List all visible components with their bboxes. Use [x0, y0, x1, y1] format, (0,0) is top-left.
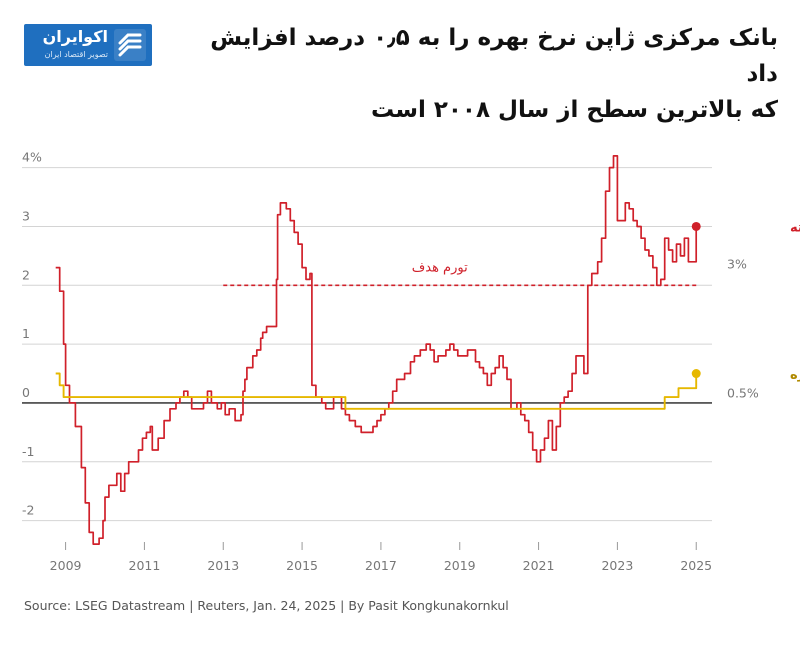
interest-rate-line — [55, 372, 698, 410]
y-tick-label: -1 — [22, 444, 34, 459]
series-labels: تورم هسته 3% نرخ بهره 0.5% — [691, 220, 800, 401]
core-inflation-value-label: 3% — [727, 256, 747, 271]
brand-tagline: تصویر اقتصاد ایران — [44, 50, 108, 59]
x-tick-label: 2023 — [601, 558, 633, 573]
core-inflation-line — [55, 155, 698, 545]
x-tick-label: 2019 — [444, 558, 476, 573]
title-line-2: که بالاترین سطح از سال ۲۰۰۸ است — [371, 97, 778, 123]
source-note: Source: LSEG Datastream | Reuters, Jan. … — [24, 598, 509, 613]
brand-mark-icon — [114, 29, 146, 61]
x-tick-label: 2017 — [365, 558, 397, 573]
x-tick-label: 2013 — [207, 558, 239, 573]
y-axis: 4% 3 2 1 0 -1 -2 — [22, 150, 42, 518]
chart-title: بانک مرکزی ژاپن نرخ بهره را به ۰٫۵ درصد … — [178, 20, 778, 128]
y-tick-label: 2 — [22, 267, 30, 282]
core-inflation-end-dot — [691, 221, 701, 231]
target-line: تورم هدف — [223, 260, 697, 287]
title-line-1: بانک مرکزی ژاپن نرخ بهره را به ۰٫۵ درصد … — [210, 25, 778, 87]
x-tick-label: 2011 — [129, 558, 161, 573]
x-tick-label: 2025 — [680, 558, 712, 573]
brand-logo: اکوایران تصویر اقتصاد ایران — [24, 24, 152, 66]
interest-rate-end-dot — [691, 369, 701, 379]
y-tick-label: -2 — [22, 503, 34, 518]
target-inflation-label: تورم هدف — [412, 260, 468, 275]
y-tick-label: 4% — [22, 150, 42, 165]
brand-name: اکوایران — [42, 27, 108, 46]
x-axis: 2009 2011 2013 2015 2017 2019 2021 2023 2025 — [50, 542, 712, 573]
interest-rate-value-label: 0.5% — [727, 386, 759, 401]
x-tick-label: 2021 — [523, 558, 555, 573]
y-tick-label: 0 — [22, 385, 30, 400]
x-tick-label: 2009 — [50, 558, 82, 573]
gridlines — [22, 167, 712, 522]
y-tick-label: 1 — [22, 326, 30, 341]
x-tick-label: 2015 — [286, 558, 318, 573]
series-lines — [55, 155, 698, 545]
y-tick-label: 3 — [22, 208, 30, 223]
interest-rate-name-label: نرخ بهره — [790, 368, 800, 383]
core-inflation-name-label: تورم هسته — [790, 220, 800, 235]
